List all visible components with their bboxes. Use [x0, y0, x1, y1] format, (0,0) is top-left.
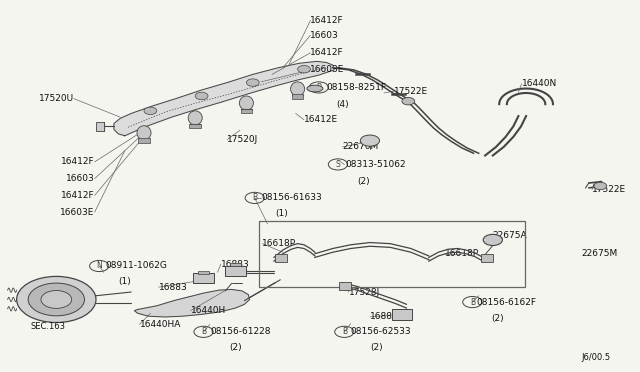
Text: 08158-8251F: 08158-8251F — [326, 83, 387, 92]
Text: 16618P: 16618P — [445, 249, 479, 258]
Text: 17528J: 17528J — [349, 288, 380, 296]
Bar — [138, 138, 150, 143]
Text: 16603E: 16603E — [60, 208, 95, 217]
Text: (1): (1) — [118, 278, 131, 286]
Circle shape — [402, 97, 415, 105]
Text: B: B — [342, 327, 347, 336]
Text: 16618P: 16618P — [262, 239, 296, 248]
Text: (1): (1) — [275, 209, 288, 218]
Text: B: B — [201, 327, 206, 336]
Text: 08156-61633: 08156-61633 — [261, 193, 322, 202]
Text: 16883: 16883 — [370, 312, 399, 321]
Text: 16883: 16883 — [221, 260, 250, 269]
Bar — [481, 254, 493, 262]
Bar — [189, 124, 201, 128]
Text: 08156-62533: 08156-62533 — [351, 327, 412, 336]
Bar — [198, 271, 209, 274]
Text: 16412F: 16412F — [61, 157, 95, 166]
Text: S: S — [335, 160, 340, 169]
Polygon shape — [114, 61, 334, 136]
Text: B: B — [252, 193, 257, 202]
Text: (2): (2) — [229, 343, 242, 352]
Circle shape — [28, 283, 84, 316]
Text: 17522E: 17522E — [394, 87, 428, 96]
Text: 16440N: 16440N — [522, 79, 557, 88]
Text: 08156-61228: 08156-61228 — [210, 327, 271, 336]
Text: SEC.163: SEC.163 — [31, 322, 66, 331]
Bar — [339, 282, 351, 290]
Ellipse shape — [291, 82, 305, 96]
Text: J6/00.5: J6/00.5 — [581, 353, 611, 362]
Text: 17520J: 17520J — [227, 135, 259, 144]
Circle shape — [298, 65, 310, 73]
Polygon shape — [134, 289, 250, 317]
Text: (2): (2) — [492, 314, 504, 323]
Circle shape — [144, 107, 157, 115]
Text: 22675M: 22675M — [581, 249, 618, 258]
Circle shape — [483, 234, 502, 246]
Circle shape — [246, 79, 259, 86]
Bar — [392, 309, 412, 320]
Bar — [259, 221, 525, 287]
Text: B: B — [470, 298, 475, 307]
Text: 17520U: 17520U — [38, 94, 74, 103]
Text: 16603: 16603 — [66, 174, 95, 183]
Text: B: B — [316, 83, 321, 92]
Bar — [241, 109, 252, 113]
Ellipse shape — [188, 111, 202, 125]
Bar — [96, 122, 104, 131]
Text: 16440H: 16440H — [191, 306, 226, 315]
Text: 16412F: 16412F — [310, 16, 344, 25]
Text: 16412F: 16412F — [310, 48, 344, 57]
Ellipse shape — [137, 126, 151, 140]
Ellipse shape — [307, 85, 323, 92]
Text: 08313-51062: 08313-51062 — [346, 160, 406, 169]
Text: 16883: 16883 — [159, 283, 188, 292]
Text: 22675A: 22675A — [493, 231, 527, 240]
Text: 08156-6162F: 08156-6162F — [477, 298, 537, 307]
Text: (4): (4) — [336, 100, 349, 109]
Text: 17522E: 17522E — [592, 185, 626, 194]
Text: (2): (2) — [370, 343, 383, 352]
Text: 16440HA: 16440HA — [140, 320, 181, 329]
Circle shape — [594, 182, 607, 190]
Text: 16412E: 16412E — [304, 115, 338, 124]
Text: N: N — [97, 262, 102, 270]
Circle shape — [41, 291, 72, 308]
Bar — [292, 94, 303, 99]
Text: 08911-1062G: 08911-1062G — [106, 262, 168, 270]
Bar — [230, 263, 241, 266]
Text: 16412F: 16412F — [61, 191, 95, 200]
Text: 22670M: 22670M — [342, 142, 379, 151]
Circle shape — [17, 276, 96, 323]
Ellipse shape — [239, 96, 253, 110]
Bar — [275, 254, 287, 262]
Bar — [193, 273, 214, 283]
Text: (2): (2) — [357, 177, 370, 186]
Text: 16603: 16603 — [310, 31, 339, 40]
Circle shape — [195, 92, 208, 100]
Text: 16603E: 16603E — [310, 65, 345, 74]
Bar — [225, 266, 246, 276]
Circle shape — [360, 135, 380, 146]
